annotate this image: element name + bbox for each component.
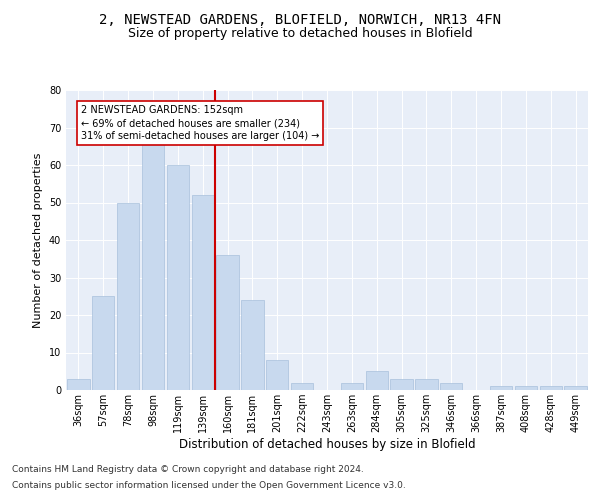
Bar	[117, 202, 139, 390]
Bar	[92, 296, 115, 390]
Text: Size of property relative to detached houses in Blofield: Size of property relative to detached ho…	[128, 28, 472, 40]
Bar	[415, 379, 437, 390]
Text: 2 NEWSTEAD GARDENS: 152sqm
← 69% of detached houses are smaller (234)
31% of sem: 2 NEWSTEAD GARDENS: 152sqm ← 69% of deta…	[81, 105, 319, 142]
Bar	[490, 386, 512, 390]
Y-axis label: Number of detached properties: Number of detached properties	[33, 152, 43, 328]
Bar	[241, 300, 263, 390]
Bar	[515, 386, 537, 390]
Bar	[539, 386, 562, 390]
X-axis label: Distribution of detached houses by size in Blofield: Distribution of detached houses by size …	[179, 438, 475, 451]
Bar	[217, 255, 239, 390]
Bar	[291, 382, 313, 390]
Bar	[391, 379, 413, 390]
Bar	[565, 386, 587, 390]
Bar	[67, 379, 89, 390]
Bar	[440, 382, 463, 390]
Bar	[142, 142, 164, 390]
Bar	[167, 165, 189, 390]
Text: 2, NEWSTEAD GARDENS, BLOFIELD, NORWICH, NR13 4FN: 2, NEWSTEAD GARDENS, BLOFIELD, NORWICH, …	[99, 12, 501, 26]
Text: Contains HM Land Registry data © Crown copyright and database right 2024.: Contains HM Land Registry data © Crown c…	[12, 466, 364, 474]
Bar	[266, 360, 289, 390]
Text: Contains public sector information licensed under the Open Government Licence v3: Contains public sector information licen…	[12, 480, 406, 490]
Bar	[365, 371, 388, 390]
Bar	[191, 195, 214, 390]
Bar	[341, 382, 363, 390]
